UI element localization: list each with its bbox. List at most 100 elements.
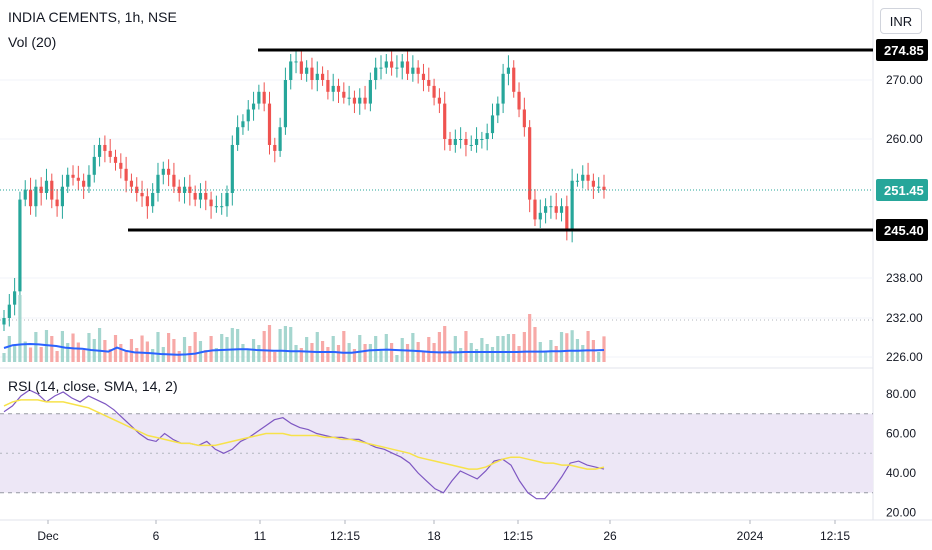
volume-ma-line bbox=[3, 342, 605, 356]
volume-bar bbox=[352, 349, 357, 362]
volume-bar bbox=[597, 352, 601, 362]
rsi-line bbox=[3, 389, 605, 500]
volume-bar bbox=[246, 350, 250, 362]
volume-bar bbox=[331, 336, 335, 362]
volume-bar bbox=[167, 333, 171, 362]
volume-bar bbox=[480, 338, 484, 362]
volume-bar bbox=[50, 336, 54, 362]
volume-bar bbox=[459, 348, 463, 362]
candle-body bbox=[506, 67, 511, 74]
candle-body bbox=[464, 139, 468, 145]
candle-body bbox=[496, 103, 500, 116]
candle-body bbox=[2, 318, 6, 325]
candle-body bbox=[294, 61, 298, 63]
candle-body bbox=[517, 91, 521, 110]
candle-body bbox=[23, 189, 27, 200]
candle-body bbox=[71, 174, 75, 178]
candle-body bbox=[262, 91, 266, 104]
time-axis-label: 12:15 bbox=[330, 529, 360, 543]
volume-bar bbox=[193, 332, 197, 362]
volume-bar bbox=[66, 343, 70, 362]
volume-bar bbox=[97, 328, 102, 362]
volume-bar bbox=[490, 347, 495, 362]
volume-bar bbox=[427, 337, 431, 362]
volume-bar bbox=[602, 336, 606, 362]
volume-bar bbox=[76, 342, 80, 362]
volume-bar bbox=[87, 333, 91, 362]
candle-body bbox=[485, 133, 489, 139]
volume-bar bbox=[342, 331, 346, 362]
candle-body bbox=[427, 80, 431, 86]
candle-body bbox=[352, 97, 357, 104]
volume-bar bbox=[278, 329, 282, 362]
time-axis-label: 2024 bbox=[737, 529, 764, 543]
candle-body bbox=[76, 177, 80, 181]
volume-bar bbox=[421, 351, 426, 362]
candle-body bbox=[342, 91, 346, 98]
candle-body bbox=[602, 186, 606, 190]
candle-body bbox=[44, 180, 49, 193]
candle-body bbox=[225, 192, 229, 207]
volume-bar bbox=[257, 345, 261, 362]
candle-body bbox=[251, 103, 256, 110]
volume-bar bbox=[522, 332, 526, 362]
candle-body bbox=[501, 73, 505, 104]
volume-bar bbox=[305, 337, 309, 362]
volume-legend: Vol (20) bbox=[8, 34, 57, 50]
price-tick-label: 270.00 bbox=[886, 73, 923, 87]
volume-bar bbox=[55, 351, 59, 362]
candle-body bbox=[554, 206, 558, 213]
candle-body bbox=[575, 180, 580, 182]
candle-body bbox=[177, 186, 181, 193]
volume-bar bbox=[570, 330, 574, 362]
currency-button[interactable]: INR bbox=[880, 8, 922, 34]
candle-body bbox=[374, 67, 378, 80]
volume-bar bbox=[411, 333, 415, 362]
volume-bar bbox=[28, 347, 33, 362]
candle-body bbox=[220, 206, 224, 208]
candle-body bbox=[267, 103, 272, 145]
candle-body bbox=[140, 192, 144, 197]
candle-body bbox=[448, 139, 452, 145]
volume-bar bbox=[368, 344, 372, 362]
candle-body bbox=[437, 97, 441, 104]
volume-bar bbox=[135, 348, 139, 362]
candle-body bbox=[66, 174, 70, 187]
volume-bar bbox=[156, 332, 160, 362]
candle-body bbox=[92, 156, 96, 175]
volume-bar bbox=[336, 345, 341, 362]
candle-body bbox=[379, 67, 383, 69]
rsi-tick-label: 80.00 bbox=[886, 387, 916, 401]
rsi-tick-label: 20.00 bbox=[886, 506, 916, 520]
candle-body bbox=[310, 67, 314, 80]
candle-body bbox=[368, 80, 372, 104]
candle-body bbox=[230, 144, 234, 193]
price-tag-label: 251.45 bbox=[884, 183, 924, 198]
volume-bar bbox=[82, 350, 86, 362]
volume-bar bbox=[358, 335, 362, 362]
volume-bar bbox=[230, 328, 234, 362]
candle-body bbox=[533, 199, 537, 220]
volume-bar bbox=[299, 348, 303, 362]
candle-body bbox=[581, 174, 585, 181]
candle-body bbox=[586, 174, 590, 181]
rsi-legend: RSI (14, close, SMA, 14, 2) bbox=[8, 378, 178, 394]
volume-bar bbox=[119, 344, 123, 362]
price-tag-level bbox=[876, 39, 928, 61]
candle-body bbox=[405, 61, 410, 74]
volume-bar bbox=[390, 343, 394, 362]
volume-bar bbox=[326, 347, 330, 362]
volume-bar bbox=[23, 341, 27, 362]
volume-bar bbox=[34, 332, 38, 362]
volume-bar bbox=[13, 345, 17, 362]
candle-body bbox=[97, 144, 102, 157]
volume-bar bbox=[443, 326, 447, 362]
volume-bar bbox=[177, 351, 181, 362]
candle-body bbox=[204, 192, 208, 200]
price-tag-level bbox=[876, 219, 928, 241]
candle-body bbox=[411, 67, 415, 74]
price-tag-label: 245.40 bbox=[884, 223, 924, 238]
candle-body bbox=[7, 304, 11, 318]
candle-body bbox=[151, 192, 155, 207]
